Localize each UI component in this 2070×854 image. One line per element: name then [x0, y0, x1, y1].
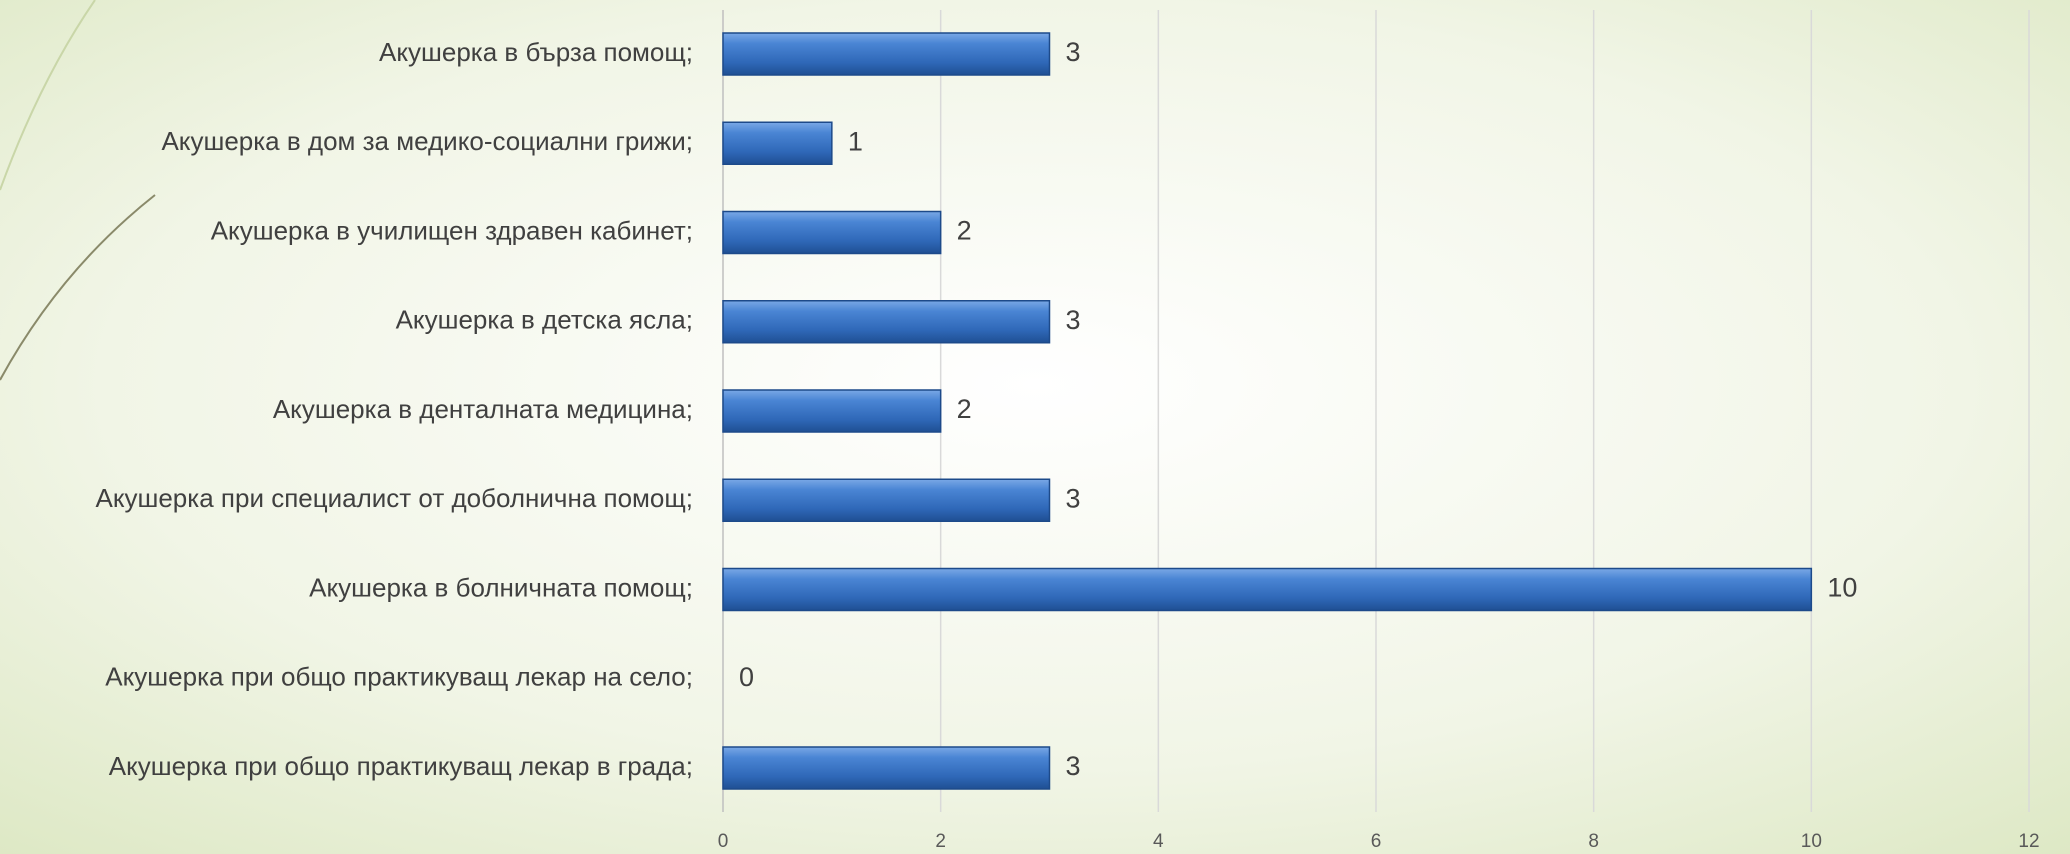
bar [722, 210, 942, 255]
x-tick-label: 4 [1153, 831, 1164, 852]
data-label: 3 [1066, 37, 1081, 67]
y-tick-label: Акушерка в денталната медицина; [273, 394, 693, 424]
data-label: 2 [957, 216, 972, 246]
data-label: 3 [1066, 305, 1081, 335]
data-label: 1 [848, 126, 863, 156]
data-label: 0 [739, 662, 754, 692]
x-tick-label: 2 [935, 831, 946, 852]
y-tick-label: Акушерка при общо практикуващ лекар в гр… [109, 751, 693, 781]
x-tick-label: 12 [2018, 831, 2039, 852]
x-tick-label: 0 [718, 831, 729, 852]
y-tick-label: Акушерка при специалист от доболнична по… [95, 483, 693, 513]
y-tick-label: Акушерка в дом за медико-социални грижи; [161, 126, 693, 156]
x-tick-label: 8 [1588, 831, 1599, 852]
y-tick-label: Акушерка в болничната помощ; [309, 572, 693, 602]
bar [722, 121, 833, 165]
y-tick-label: Акушерка при общо практикуващ лекар на с… [105, 662, 693, 692]
bar [722, 478, 1051, 522]
bar [722, 746, 1051, 790]
y-tick-label: Акушерка в училищен здравен кабинет; [211, 215, 693, 245]
decoration [0, 194, 156, 381]
y-tick-label: Акушерка в бърза помощ; [379, 37, 693, 67]
x-tick-label: 6 [1371, 831, 1382, 852]
bar [722, 32, 1051, 76]
bar [722, 389, 942, 433]
data-label: 3 [1066, 483, 1081, 513]
decoration [0, 0, 96, 191]
data-label: 10 [1827, 573, 1857, 603]
bar [722, 567, 1813, 612]
data-label: 3 [1066, 751, 1081, 781]
data-label: 2 [957, 394, 972, 424]
bar [722, 300, 1051, 344]
y-tick-label: Акушерка в детска ясла; [396, 305, 693, 335]
x-tick-label: 10 [1801, 831, 1822, 852]
